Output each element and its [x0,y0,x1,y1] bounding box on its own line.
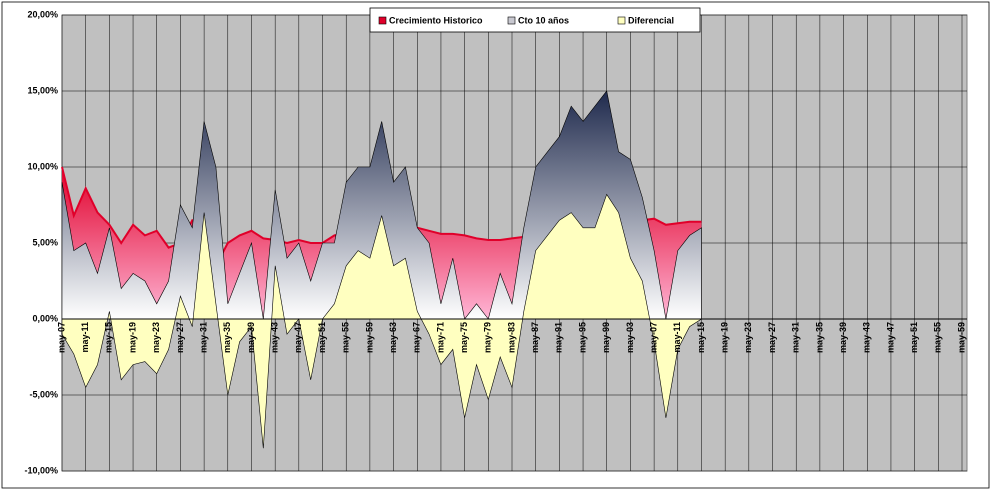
x-tick-label: may-43 [862,322,872,353]
x-tick-label: may-35 [814,322,824,353]
x-tick-label: may-39 [838,322,848,353]
y-tick-label: 20,00% [27,9,58,19]
x-tick-label: may-23 [743,322,753,353]
legend-swatch [617,16,626,25]
x-tick-label: may-51 [317,322,327,353]
legend-label: Cto 10 años [518,15,569,25]
x-tick-label: may-47 [293,322,303,353]
y-tick-label: 10,00% [27,161,58,171]
x-tick-label: may-99 [601,322,611,353]
x-tick-label: may-27 [175,322,185,353]
y-tick-label: -5,00% [29,389,58,399]
y-tick-label: 0,00% [32,313,58,323]
x-tick-label: may-47 [885,322,895,353]
x-tick-label: may-43 [270,322,280,353]
x-tick-label: may-15 [104,322,114,353]
x-tick-label: may-23 [151,322,161,353]
x-tick-label: may-51 [909,322,919,353]
x-tick-label: may-91 [554,322,564,353]
x-tick-label: may-19 [720,322,730,353]
x-tick-label: may-07 [648,322,658,353]
legend-swatch [507,16,516,25]
y-tick-label: -10,00% [24,465,58,475]
x-tick-label: may-11 [672,322,682,353]
legend-swatch [378,16,387,25]
x-tick-label: may-19 [127,322,137,353]
x-tick-label: may-75 [459,322,469,353]
x-tick-label: may-03 [625,322,635,353]
x-tick-label: may-63 [388,322,398,353]
x-tick-label: may-55 [933,322,943,353]
x-tick-label: may-59 [956,322,966,353]
y-tick-label: 15,00% [27,85,58,95]
area [61,193,703,449]
x-tick-label: may-15 [696,322,706,353]
x-tick-label: may-07 [56,322,66,353]
legend-label: Crecimiento Historico [389,15,483,25]
x-tick-label: may-31 [198,322,208,353]
x-tick-label: may-59 [364,322,374,353]
x-tick-label: may-67 [412,322,422,353]
x-tick-label: may-55 [341,322,351,353]
x-tick-label: may-95 [577,322,587,353]
x-tick-label: may-35 [222,322,232,353]
x-tick-label: may-31 [791,322,801,353]
x-tick-label: may-83 [506,322,516,353]
legend-label: Diferencial [628,15,674,25]
x-tick-label: may-87 [530,322,540,353]
x-tick-label: may-11 [80,322,90,353]
x-tick-label: may-27 [767,322,777,353]
x-tick-label: may-39 [246,322,256,353]
legend [369,7,701,33]
y-tick-label: 5,00% [32,237,58,247]
x-tick-label: may-79 [483,322,493,353]
x-tick-label: may-71 [435,322,445,353]
